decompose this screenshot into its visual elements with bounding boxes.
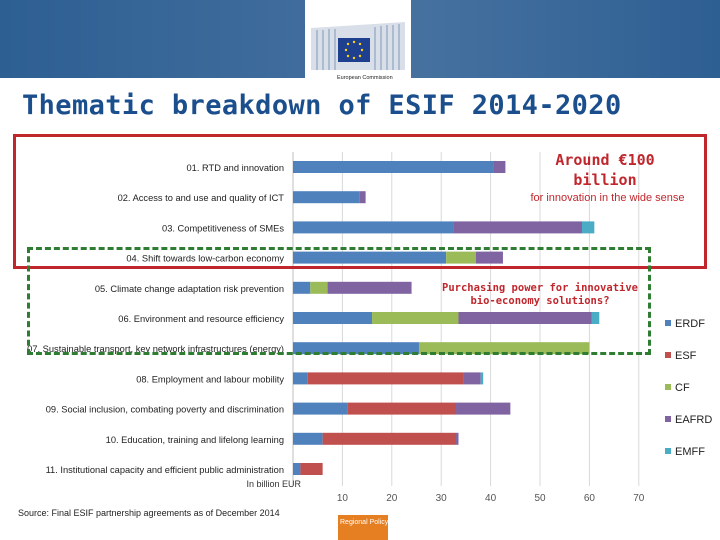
source-note: Source: Final ESIF partnership agreement… — [18, 508, 280, 518]
bar-eafrd — [463, 372, 481, 385]
ec-logo — [305, 0, 411, 100]
legend-label: ESF — [675, 350, 697, 362]
bar-erdf — [293, 251, 447, 264]
x-tick-label: 30 — [436, 493, 448, 504]
bar-esf — [322, 432, 457, 445]
unit-label: In billion EUR — [246, 479, 301, 489]
regional-policy-label: Regional Policy — [340, 519, 389, 526]
category-label: 07. Sustainable transport, key network i… — [27, 344, 284, 354]
bioeconomy-question: Purchasing power for innovative bio-econ… — [442, 282, 638, 307]
bar-erdf — [293, 372, 308, 385]
bioeconomy-highlight-box — [27, 247, 651, 355]
innovation-headline: Around €100 billion — [555, 151, 655, 189]
bar-erdf — [293, 342, 419, 355]
category-label: 10. Education, training and lifelong lea… — [106, 435, 284, 445]
bar-emff — [591, 312, 600, 324]
legend-swatch — [665, 384, 671, 390]
x-tick-label: 10 — [337, 493, 349, 504]
legend-label: EMFF — [675, 446, 705, 458]
bar-erdf — [293, 281, 311, 294]
ec-building-emblem — [311, 22, 405, 70]
bar-eafrd — [456, 432, 459, 445]
bar-cf — [372, 312, 459, 324]
bar-emff — [581, 221, 595, 234]
x-tick-label: 20 — [386, 493, 398, 504]
x-tick-label: 70 — [633, 493, 645, 504]
bar-eafrd — [475, 251, 503, 264]
bar-eafrd — [456, 402, 511, 415]
legend-swatch — [665, 448, 671, 454]
bar-cf — [446, 251, 476, 264]
bar-cf — [418, 342, 590, 355]
category-label: 05. Climate change adaptation risk preve… — [95, 284, 284, 294]
bar-eafrd — [359, 191, 366, 204]
innovation-subtext: for innovation in the wide sense — [530, 192, 685, 204]
bar-cf — [310, 281, 328, 294]
bar-eafrd — [458, 312, 592, 324]
legend-label: CF — [675, 382, 690, 394]
category-label: 02. Access to and use and quality of ICT — [118, 193, 285, 203]
bar-erdf — [293, 161, 494, 173]
category-label: 09. Social inclusion, combating poverty … — [46, 405, 284, 415]
slide-title: Thematic breakdown of ESIF 2014-2020 — [22, 90, 622, 121]
bar-eafrd — [327, 281, 412, 294]
bar-eafrd — [453, 221, 582, 234]
bar-esf — [300, 463, 323, 475]
category-label: 01. RTD and innovation — [186, 163, 284, 173]
innovation-highlight-box — [13, 134, 707, 269]
x-tick-label: 50 — [534, 493, 546, 504]
x-tick-label: 40 — [485, 493, 497, 504]
bar-eafrd — [493, 161, 506, 173]
bar-erdf — [293, 402, 348, 415]
category-label: 11. Institutional capacity and efficient… — [46, 465, 284, 475]
bar-emff — [480, 372, 484, 385]
x-tick-label: 60 — [584, 493, 596, 504]
bar-erdf — [293, 312, 373, 324]
category-label: 08. Employment and labour mobility — [136, 374, 284, 384]
legend-label: ERDF — [675, 318, 705, 330]
bar-erdf — [293, 463, 301, 475]
category-label: 03. Competitiveness of SMEs — [162, 223, 284, 233]
esif-thematic-chart: 10 20 30 40 50 60 70 In billion EUR 01. RTD and … — [27, 152, 712, 504]
legend-swatch — [665, 416, 671, 422]
category-label: 04. Shift towards low-carbon economy — [126, 254, 284, 264]
legend-swatch — [665, 352, 671, 358]
regional-policy-badge — [338, 515, 388, 540]
legend-swatch — [665, 320, 671, 326]
bar-erdf — [293, 221, 454, 234]
logo-text: European Commission — [337, 75, 393, 81]
bar-erdf — [293, 432, 323, 445]
category-label: 06. Environment and resource efficiency — [118, 314, 284, 324]
legend-label: EAFRD — [675, 414, 712, 426]
bar-esf — [347, 402, 457, 415]
bar-esf — [307, 372, 464, 385]
bar-erdf — [293, 191, 360, 204]
